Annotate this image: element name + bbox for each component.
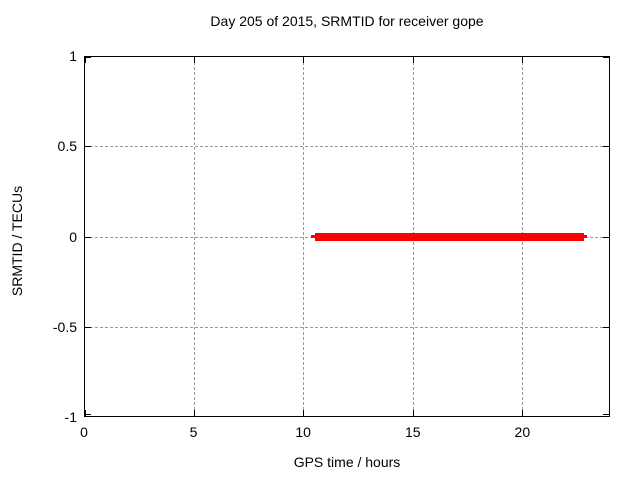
x-axis-label: GPS time / hours bbox=[293, 454, 401, 470]
y-tick-label: -1 bbox=[64, 409, 77, 425]
x-tick-mark-bottom bbox=[522, 410, 524, 416]
x-tick-mark-top bbox=[193, 57, 195, 63]
x-tick-label: 0 bbox=[80, 424, 88, 440]
x-tick-mark-bottom bbox=[193, 410, 195, 416]
x-tick-mark-top bbox=[522, 57, 524, 63]
y-tick-mark-left bbox=[85, 236, 91, 238]
y-tick-label: 0 bbox=[69, 228, 77, 245]
y-tick-label: 0.5 bbox=[57, 138, 77, 155]
y-tick-label: -0.5 bbox=[52, 318, 77, 335]
y-tick-mark-left bbox=[85, 326, 91, 328]
chart-title: Day 205 of 2015, SRMTID for receiver gop… bbox=[210, 13, 484, 29]
x-tick-mark-top bbox=[303, 57, 305, 63]
y-tick-mark-right bbox=[603, 326, 609, 328]
y-tick-mark-right bbox=[603, 146, 609, 148]
y-tick-label: 1 bbox=[69, 48, 77, 64]
y-gridline bbox=[85, 146, 608, 148]
series-line-srmtid bbox=[315, 232, 584, 241]
y-tick-mark-right bbox=[603, 236, 609, 238]
y-tick-mark-right bbox=[603, 57, 609, 58]
y-tick-mark-left bbox=[85, 57, 91, 58]
y-tick-mark-left bbox=[85, 146, 91, 148]
y-tick-mark-right bbox=[603, 414, 609, 415]
x-tick-label: 10 bbox=[295, 424, 311, 440]
y-tick-mark-left bbox=[85, 414, 91, 415]
x-tick-label: 5 bbox=[189, 424, 198, 440]
x-gridline bbox=[303, 57, 305, 415]
x-tick-mark-bottom bbox=[303, 410, 305, 416]
x-tick-mark-top bbox=[412, 57, 414, 63]
x-tick-mark-bottom bbox=[412, 410, 414, 416]
y-gridline bbox=[85, 326, 608, 328]
x-tick-label: 15 bbox=[404, 424, 421, 440]
plot-area bbox=[84, 56, 610, 417]
x-tick-mark-bottom bbox=[85, 410, 86, 416]
x-gridline bbox=[193, 57, 195, 415]
x-tick-label: 20 bbox=[514, 424, 531, 440]
x-tick-mark-top bbox=[85, 57, 86, 63]
